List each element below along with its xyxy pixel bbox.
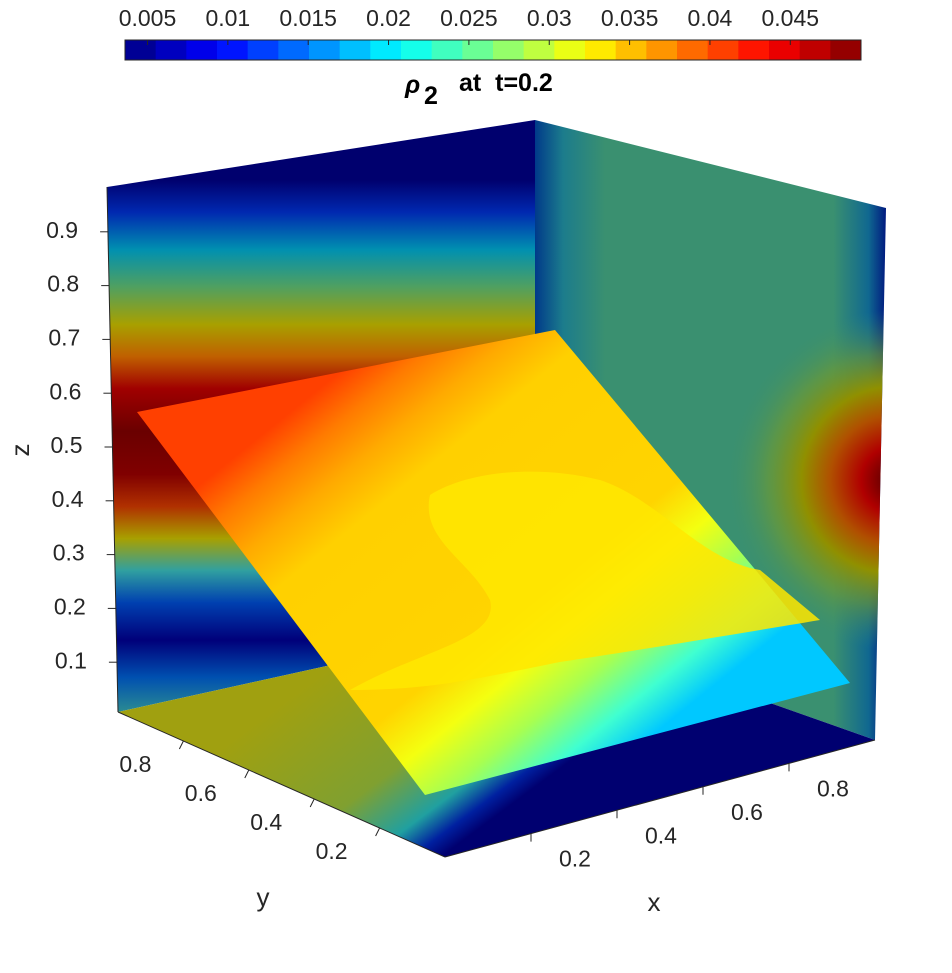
colorbar-band [309,40,341,60]
z-tick-label: 0.6 [49,378,81,404]
z-axis-line [106,186,119,713]
colorbar-band [217,40,249,60]
colorbar: 0.005 0.01 0.015 0.02 0.025 0.03 0.035 0.04 0.04… [119,5,862,61]
colorbar-tick-label: 0.03 [527,5,572,31]
y-tick [309,798,315,808]
axes: 0.2 0.4 0.6 0.8 0.2 0.4 0.6 0.8 0.1 0.2 0.3 0.4 0.5 0… [46,186,876,872]
x-axis-label: x [648,887,661,917]
x-axis-line [444,739,876,858]
colorbar-tick-label: 0.015 [279,5,337,31]
z-axis-label: z [5,444,35,457]
x-tick-label: 0.2 [559,846,591,872]
colorbar-band [769,40,801,60]
colorbar-tick-label: 0.035 [601,5,659,31]
y-tick-label: 0.6 [185,780,217,806]
y-tick [375,827,381,837]
colorbar-band [125,40,157,60]
y-tick-label: 0.4 [250,809,282,835]
colorbar-band [646,40,678,60]
colorbar-band [554,40,586,60]
colorbar-tick-label: 0.025 [440,5,498,31]
slice-contour [350,471,820,690]
colorbar-band [830,40,862,60]
colorbar-band [247,40,279,60]
z-tick-label: 0.3 [53,540,85,566]
title-subscript: 2 [424,82,438,110]
colorbar-band [186,40,218,60]
z-tick-label: 0.1 [55,647,87,673]
colorbar-band [493,40,525,60]
colorbar-tick-label: 0.01 [205,5,250,31]
x-tick-label: 0.4 [645,822,677,848]
y-tick [244,769,250,779]
colorbar-band [370,40,402,60]
y-tick [178,740,184,750]
colorbar-band [339,40,371,60]
y-axis-line [117,711,446,858]
z-tick-label: 0.5 [51,432,83,458]
colorbar-tick-label: 0.005 [119,5,177,31]
x-tick-label: 0.6 [731,799,763,825]
z-tick-label: 0.4 [52,486,84,512]
colorbar-frame [124,39,862,61]
colorbar-tick-label: 0.02 [366,5,411,31]
z-tick-label: 0.8 [47,271,79,297]
colorbar-band [707,40,739,60]
z-tick-label: 0.7 [48,324,80,350]
y-tick-label: 0.8 [119,751,151,777]
colorbar-band [462,40,494,60]
title-symbol: ρ [404,71,420,99]
y-tick-label: 0.2 [316,838,348,864]
colorbar-tick-label: 0.045 [762,5,820,31]
colorbar-band [431,40,463,60]
title-text: at t=0.2 [459,69,553,97]
colorbar-band [615,40,647,60]
colorbar-band [155,40,187,60]
colorbar-band [738,40,770,60]
colorbar-band [585,40,617,60]
colorbar-band [523,40,555,60]
colorbar-band [799,40,831,60]
z-tick-label: 0.9 [46,217,78,243]
colorbar-tick-label: 0.04 [688,5,733,31]
y-axis-label: y [257,882,270,912]
colorbar-band [401,40,433,60]
z-tick-label: 0.2 [54,593,86,619]
colorbar-band [677,40,709,60]
colorbar-band [278,40,310,60]
volume-slices [107,120,886,857]
x-tick-label: 0.8 [817,775,849,801]
